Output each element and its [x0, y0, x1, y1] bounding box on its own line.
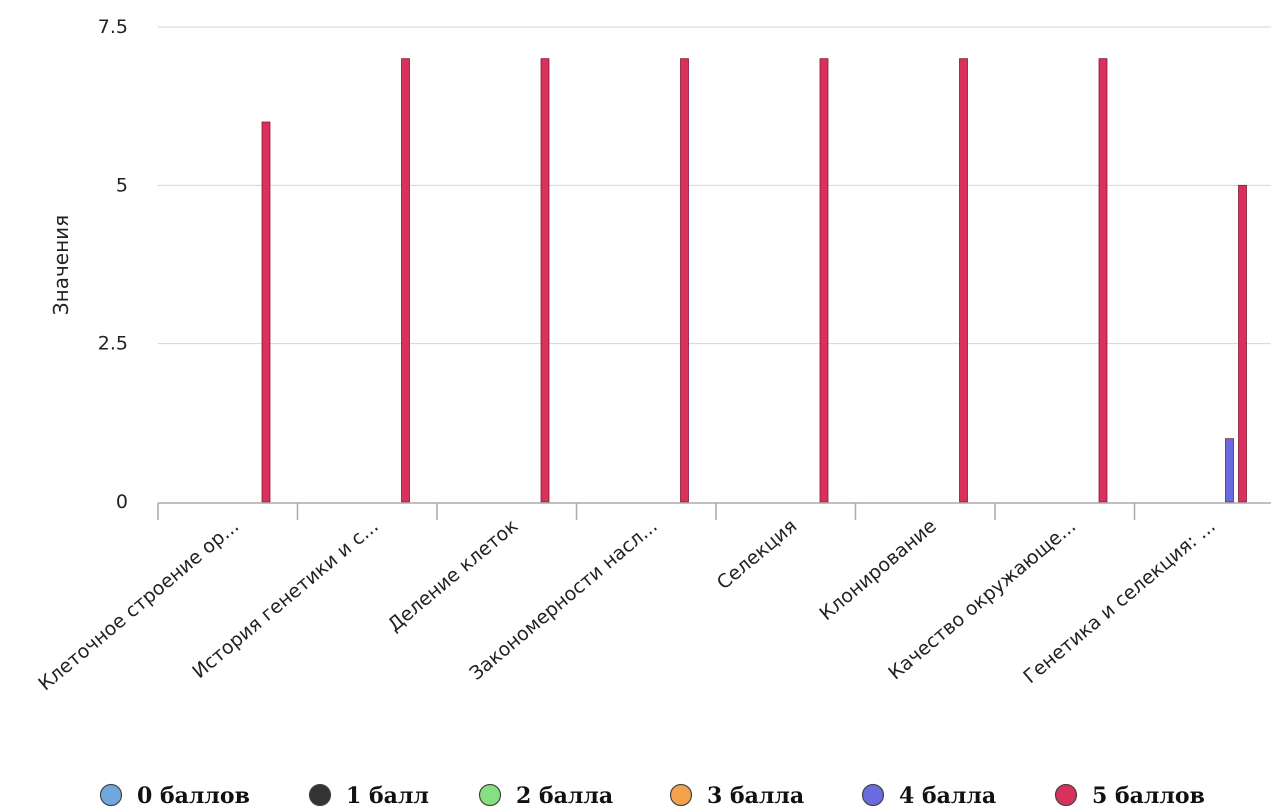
legend-marker [861, 783, 885, 807]
y-axis-ticks: 0 2.5 5 7.5 [98, 16, 128, 513]
x-axis-labels: Клеточное строение ор...История генетики… [34, 515, 1219, 695]
y-tick-label: 5 [116, 174, 128, 196]
legend: 0 баллов 1 балл 2 балла 3 балла 4 балла 5 бал… [99, 783, 1205, 808]
bar [261, 121, 271, 503]
legend-label: 2 балла [516, 783, 613, 808]
legend-label: 1 балл [346, 783, 429, 808]
grid-lines [158, 26, 1271, 345]
y-tick-label: 7.5 [98, 16, 128, 38]
legend-label: 5 баллов [1092, 783, 1205, 808]
x-tick-label: Селекция [713, 515, 801, 594]
bars [261, 58, 1247, 503]
y-tick-label: 0 [116, 491, 128, 513]
y-axis-title: Значения [49, 215, 73, 315]
bar [1238, 184, 1247, 503]
legend-marker [308, 783, 332, 807]
bar [540, 58, 550, 503]
legend-label: 3 балла [707, 783, 804, 808]
bar [1225, 438, 1234, 503]
legend-marker [669, 783, 693, 807]
x-axis [157, 502, 1271, 520]
x-tick-label: Клонирование [815, 515, 940, 625]
bar [959, 58, 968, 503]
legend-marker [478, 783, 502, 807]
legend-marker [1054, 783, 1078, 807]
legend-marker [99, 783, 123, 807]
bar [680, 58, 689, 503]
bar [401, 58, 410, 503]
x-tick-label: Деление клеток [384, 515, 523, 636]
bar [819, 58, 829, 503]
legend-label: 4 балла [899, 783, 996, 808]
bar [1098, 58, 1108, 503]
legend-label: 0 баллов [137, 783, 250, 808]
y-tick-label: 2.5 [98, 333, 128, 355]
